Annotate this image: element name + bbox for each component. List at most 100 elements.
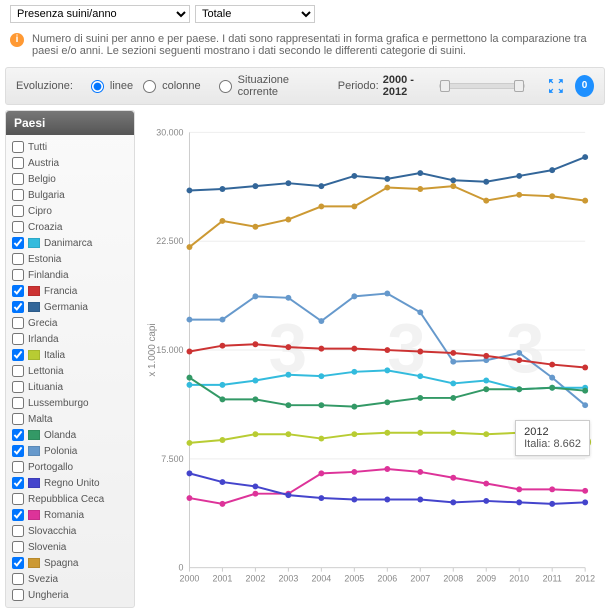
country-checkbox[interactable]	[12, 269, 24, 281]
country-checkbox[interactable]	[12, 525, 24, 537]
chart-area: 33307.50015.00022.50030.000x 1.000 capi2…	[135, 110, 610, 608]
svg-text:30.000: 30.000	[156, 127, 183, 137]
country-checkbox[interactable]	[12, 221, 24, 233]
country-checkbox[interactable]	[12, 429, 24, 441]
country-item[interactable]: Olanda	[12, 427, 128, 443]
country-checkbox[interactable]	[12, 173, 24, 185]
country-item[interactable]: Estonia	[12, 251, 128, 267]
country-item[interactable]: Italia	[12, 347, 128, 363]
country-swatch	[28, 510, 40, 520]
country-item[interactable]: Belgio	[12, 171, 128, 187]
country-checkbox[interactable]	[12, 445, 24, 457]
country-checkbox[interactable]	[12, 205, 24, 217]
svg-text:2011: 2011	[543, 574, 562, 584]
country-item[interactable]: Austria	[12, 155, 128, 171]
country-checkbox[interactable]	[12, 349, 24, 361]
country-checkbox[interactable]	[12, 541, 24, 553]
svg-text:2010: 2010	[509, 574, 529, 584]
radio-columns[interactable]	[143, 80, 156, 93]
period-slider[interactable]	[439, 83, 525, 89]
country-item[interactable]: Finlandia	[12, 267, 128, 283]
country-checkbox[interactable]	[12, 461, 24, 473]
country-item[interactable]: Malta	[12, 411, 128, 427]
country-checkbox[interactable]	[12, 589, 24, 601]
country-item[interactable]: Croazia	[12, 219, 128, 235]
country-item[interactable]: Romania	[12, 507, 128, 523]
country-swatch	[28, 446, 40, 456]
country-item[interactable]: Regno Unito	[12, 475, 128, 491]
country-item[interactable]: Francia	[12, 283, 128, 299]
country-checkbox[interactable]	[12, 141, 24, 153]
country-item[interactable]: Bulgaria	[12, 187, 128, 203]
country-label: Lussemburgo	[28, 398, 89, 409]
country-label: Belgio	[28, 174, 56, 185]
svg-text:2009: 2009	[476, 574, 496, 584]
country-checkbox[interactable]	[12, 509, 24, 521]
country-label: Germania	[44, 302, 88, 313]
country-item[interactable]: Irlanda	[12, 331, 128, 347]
country-item[interactable]: Grecia	[12, 315, 128, 331]
country-checkbox[interactable]	[12, 365, 24, 377]
chat-badge[interactable]: 0	[575, 75, 594, 97]
radio-situation[interactable]	[219, 80, 232, 93]
country-item[interactable]: Cipro	[12, 203, 128, 219]
info-row: i Numero di suini per anno e per paese. …	[0, 28, 610, 67]
country-checkbox[interactable]	[12, 477, 24, 489]
line-chart: 33307.50015.00022.50030.000x 1.000 capi2…	[140, 115, 600, 595]
country-label: Spagna	[44, 558, 78, 569]
country-item[interactable]: Slovacchia	[12, 523, 128, 539]
country-label: Svezia	[28, 574, 58, 585]
toolbar: Evoluzione: linee colonne Situazione cor…	[5, 67, 605, 105]
sidebar-title: Paesi	[6, 111, 134, 135]
metric-select[interactable]: Presenza suini/anno	[10, 5, 190, 23]
period-value: 2000 - 2012	[383, 74, 427, 98]
country-item[interactable]: Tutti	[12, 139, 128, 155]
country-label: Lituania	[28, 382, 63, 393]
info-icon: i	[10, 33, 24, 47]
svg-text:2004: 2004	[311, 574, 331, 584]
svg-text:3: 3	[506, 309, 545, 387]
radio-lines[interactable]	[91, 80, 104, 93]
scope-select[interactable]: Totale	[195, 5, 315, 23]
country-checkbox[interactable]	[12, 413, 24, 425]
country-item[interactable]: Polonia	[12, 443, 128, 459]
country-checkbox[interactable]	[12, 301, 24, 313]
country-checkbox[interactable]	[12, 157, 24, 169]
country-swatch	[28, 558, 40, 568]
country-checkbox[interactable]	[12, 253, 24, 265]
country-checkbox[interactable]	[12, 285, 24, 297]
country-item[interactable]: Repubblica Ceca	[12, 491, 128, 507]
country-label: Slovenia	[28, 542, 66, 553]
svg-text:x 1.000 capi: x 1.000 capi	[147, 323, 158, 376]
country-checkbox[interactable]	[12, 317, 24, 329]
country-item[interactable]: Lituania	[12, 379, 128, 395]
country-swatch	[28, 238, 40, 248]
country-item[interactable]: Lussemburgo	[12, 395, 128, 411]
expand-icon[interactable]	[549, 78, 563, 94]
country-label: Finlandia	[28, 270, 69, 281]
country-item[interactable]: Svezia	[12, 571, 128, 587]
country-checkbox[interactable]	[12, 397, 24, 409]
country-checkbox[interactable]	[12, 381, 24, 393]
country-label: Croazia	[28, 222, 62, 233]
country-item[interactable]: Danimarca	[12, 235, 128, 251]
country-checkbox[interactable]	[12, 189, 24, 201]
country-item[interactable]: Spagna	[12, 555, 128, 571]
country-checkbox[interactable]	[12, 237, 24, 249]
svg-text:2007: 2007	[410, 574, 430, 584]
country-item[interactable]: Portogallo	[12, 459, 128, 475]
country-checkbox[interactable]	[12, 493, 24, 505]
country-item[interactable]: Lettonia	[12, 363, 128, 379]
svg-text:2012: 2012	[575, 574, 595, 584]
country-checkbox[interactable]	[12, 573, 24, 585]
radio-situation-label: Situazione corrente	[238, 74, 316, 98]
country-item[interactable]: Slovenia	[12, 539, 128, 555]
country-item[interactable]: Ungheria	[12, 587, 128, 603]
radio-columns-label: colonne	[162, 80, 201, 92]
country-checkbox[interactable]	[12, 557, 24, 569]
country-label: Portogallo	[28, 462, 73, 473]
country-label: Bulgaria	[28, 190, 65, 201]
country-label: Tutti	[28, 142, 47, 153]
country-checkbox[interactable]	[12, 333, 24, 345]
country-item[interactable]: Germania	[12, 299, 128, 315]
